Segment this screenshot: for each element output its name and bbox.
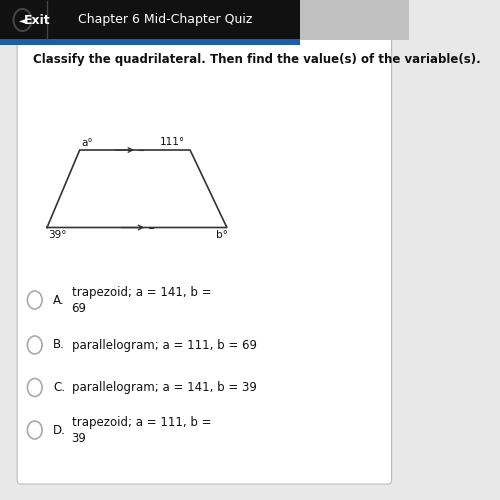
Text: trapezoid; a = 111, b =: trapezoid; a = 111, b = xyxy=(72,416,211,429)
Bar xyxy=(0,39,300,45)
Text: ◄: ◄ xyxy=(18,15,26,25)
Text: C.: C. xyxy=(53,381,65,394)
Text: Chapter 6 Mid-Chapter Quiz: Chapter 6 Mid-Chapter Quiz xyxy=(78,14,252,26)
Text: 111°: 111° xyxy=(160,137,184,147)
Text: 39°: 39° xyxy=(48,230,66,239)
Text: 69: 69 xyxy=(72,302,86,314)
Text: B.: B. xyxy=(53,338,65,351)
Text: trapezoid; a = 141, b =: trapezoid; a = 141, b = xyxy=(72,286,211,299)
Text: b°: b° xyxy=(216,230,228,239)
Text: Exit: Exit xyxy=(24,14,50,26)
Text: parallelogram; a = 141, b = 39: parallelogram; a = 141, b = 39 xyxy=(72,381,256,394)
Text: parallelogram; a = 111, b = 69: parallelogram; a = 111, b = 69 xyxy=(72,338,256,351)
Bar xyxy=(0,0,300,40)
FancyBboxPatch shape xyxy=(17,36,392,484)
Text: 39: 39 xyxy=(72,432,86,444)
Text: a°: a° xyxy=(81,138,92,148)
Text: D.: D. xyxy=(53,424,66,436)
Text: A.: A. xyxy=(53,294,64,306)
Bar xyxy=(300,0,409,40)
Text: Classify the quadrilateral. Then find the value(s) of the variable(s).: Classify the quadrilateral. Then find th… xyxy=(32,52,480,66)
